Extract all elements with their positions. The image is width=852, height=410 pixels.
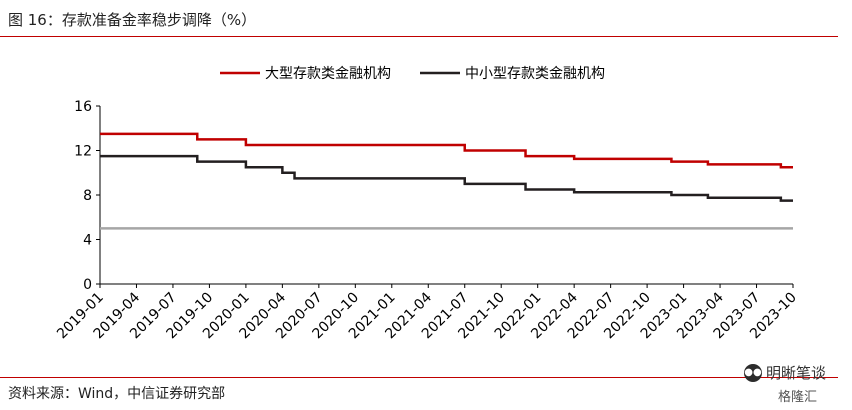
y-tick-label: 16 xyxy=(74,99,92,115)
wechat-icon: ●● xyxy=(744,363,762,382)
series-line-0 xyxy=(100,132,793,169)
chart-axes: 04812162019-012019-042019-072019-102020-… xyxy=(54,99,800,342)
series-line-1 xyxy=(100,154,793,202)
y-tick-label: 8 xyxy=(83,188,92,204)
y-tick-label: 0 xyxy=(83,277,92,293)
chart-plot-area xyxy=(100,132,793,230)
top-rule xyxy=(0,36,838,37)
chart-title: 图 16：存款准备金率稳步调降（%） xyxy=(8,11,257,29)
legend-label: 中小型存款类金融机构 xyxy=(465,66,605,82)
legend-label: 大型存款类金融机构 xyxy=(265,66,391,82)
source-note: 资料来源：Wind，中信证券研究部 xyxy=(8,386,226,402)
chart-legend: 大型存款类金融机构 中小型存款类金融机构 xyxy=(220,66,605,82)
watermark: ●● 明晰笔谈 xyxy=(744,362,826,383)
watermark-sub: 格隆汇 xyxy=(778,390,818,405)
y-tick-label: 4 xyxy=(83,233,92,249)
bottom-rule xyxy=(0,377,838,378)
y-tick-label: 12 xyxy=(74,144,92,160)
watermark-text: 明晰笔谈 xyxy=(766,364,827,382)
